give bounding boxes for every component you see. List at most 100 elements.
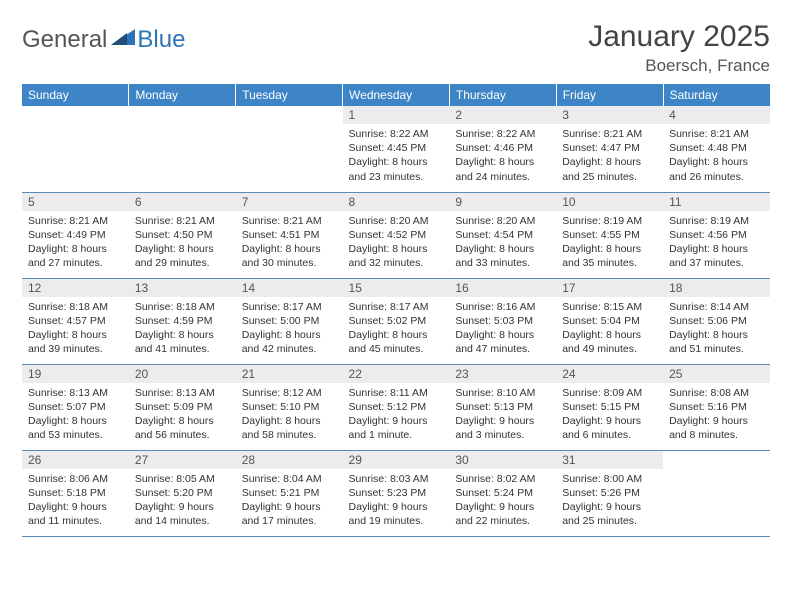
day-info-line: Sunset: 5:12 PM: [349, 400, 444, 414]
day-info-line: Sunrise: 8:03 AM: [349, 472, 444, 486]
calendar-day-cell: 27Sunrise: 8:05 AMSunset: 5:20 PMDayligh…: [129, 450, 236, 536]
day-info-line: Sunrise: 8:21 AM: [242, 214, 337, 228]
day-info-line: Sunset: 5:18 PM: [28, 486, 123, 500]
day-info-line: and 25 minutes.: [562, 514, 657, 528]
day-info-line: Daylight: 8 hours: [28, 242, 123, 256]
day-info-line: and 30 minutes.: [242, 256, 337, 270]
logo-text-general: General: [22, 26, 107, 54]
day-number: 29: [343, 451, 450, 469]
calendar-day-cell: 23Sunrise: 8:10 AMSunset: 5:13 PMDayligh…: [449, 364, 556, 450]
calendar-day-cell: [663, 450, 770, 536]
day-info: Sunrise: 8:19 AMSunset: 4:55 PMDaylight:…: [556, 211, 663, 275]
day-number: 27: [129, 451, 236, 469]
calendar-day-cell: 4Sunrise: 8:21 AMSunset: 4:48 PMDaylight…: [663, 106, 770, 192]
calendar-day-cell: 22Sunrise: 8:11 AMSunset: 5:12 PMDayligh…: [343, 364, 450, 450]
day-info: Sunrise: 8:13 AMSunset: 5:09 PMDaylight:…: [129, 383, 236, 447]
day-number: 13: [129, 279, 236, 297]
day-info-line: Sunrise: 8:20 AM: [455, 214, 550, 228]
day-info-line: Daylight: 8 hours: [242, 414, 337, 428]
day-info-line: Sunset: 5:23 PM: [349, 486, 444, 500]
day-info-line: Sunset: 5:04 PM: [562, 314, 657, 328]
day-info-line: Daylight: 8 hours: [349, 242, 444, 256]
day-info-line: Sunrise: 8:17 AM: [349, 300, 444, 314]
day-info-line: Sunrise: 8:16 AM: [455, 300, 550, 314]
day-info-line: Sunset: 5:06 PM: [669, 314, 764, 328]
day-info-line: Sunset: 5:26 PM: [562, 486, 657, 500]
day-info-line: Sunset: 4:52 PM: [349, 228, 444, 242]
title-block: January 2025 Boersch, France: [588, 20, 770, 76]
day-info: Sunrise: 8:18 AMSunset: 4:57 PMDaylight:…: [22, 297, 129, 361]
day-info: Sunrise: 8:20 AMSunset: 4:52 PMDaylight:…: [343, 211, 450, 275]
day-info-line: Daylight: 8 hours: [669, 328, 764, 342]
day-info-line: Sunset: 4:49 PM: [28, 228, 123, 242]
day-info-line: Sunrise: 8:18 AM: [28, 300, 123, 314]
day-number: 11: [663, 193, 770, 211]
weekday-header-row: SundayMondayTuesdayWednesdayThursdayFrid…: [22, 84, 770, 106]
calendar-day-cell: 5Sunrise: 8:21 AMSunset: 4:49 PMDaylight…: [22, 192, 129, 278]
calendar-table: SundayMondayTuesdayWednesdayThursdayFrid…: [22, 84, 770, 537]
day-info: Sunrise: 8:22 AMSunset: 4:46 PMDaylight:…: [449, 124, 556, 188]
calendar-day-cell: 29Sunrise: 8:03 AMSunset: 5:23 PMDayligh…: [343, 450, 450, 536]
day-info-line: and 19 minutes.: [349, 514, 444, 528]
day-info-line: Daylight: 9 hours: [562, 414, 657, 428]
day-number: 2: [449, 106, 556, 124]
day-info-line: Sunrise: 8:19 AM: [562, 214, 657, 228]
day-info-line: Daylight: 9 hours: [455, 500, 550, 514]
day-info: Sunrise: 8:21 AMSunset: 4:47 PMDaylight:…: [556, 124, 663, 188]
day-info-line: Sunset: 5:13 PM: [455, 400, 550, 414]
day-info-line: and 33 minutes.: [455, 256, 550, 270]
calendar-day-cell: 1Sunrise: 8:22 AMSunset: 4:45 PMDaylight…: [343, 106, 450, 192]
day-info-line: Daylight: 8 hours: [349, 328, 444, 342]
calendar-day-cell: 9Sunrise: 8:20 AMSunset: 4:54 PMDaylight…: [449, 192, 556, 278]
day-number: 16: [449, 279, 556, 297]
day-info: Sunrise: 8:16 AMSunset: 5:03 PMDaylight:…: [449, 297, 556, 361]
day-number: 8: [343, 193, 450, 211]
calendar-day-cell: 28Sunrise: 8:04 AMSunset: 5:21 PMDayligh…: [236, 450, 343, 536]
day-info: Sunrise: 8:09 AMSunset: 5:15 PMDaylight:…: [556, 383, 663, 447]
day-info-line: Daylight: 8 hours: [562, 155, 657, 169]
day-info-line: Sunset: 5:10 PM: [242, 400, 337, 414]
day-number: 28: [236, 451, 343, 469]
day-info-line: Sunrise: 8:10 AM: [455, 386, 550, 400]
day-info-line: Sunrise: 8:05 AM: [135, 472, 230, 486]
day-info-line: Sunset: 4:46 PM: [455, 141, 550, 155]
day-info-line: Daylight: 8 hours: [562, 328, 657, 342]
calendar-day-cell: 14Sunrise: 8:17 AMSunset: 5:00 PMDayligh…: [236, 278, 343, 364]
day-info-line: Sunset: 5:09 PM: [135, 400, 230, 414]
day-info-line: Daylight: 8 hours: [242, 242, 337, 256]
day-number: 17: [556, 279, 663, 297]
day-info-line: Sunrise: 8:21 AM: [28, 214, 123, 228]
day-number: 20: [129, 365, 236, 383]
day-info-line: Sunset: 4:57 PM: [28, 314, 123, 328]
day-info-line: Sunrise: 8:22 AM: [349, 127, 444, 141]
day-info-line: and 23 minutes.: [349, 170, 444, 184]
day-info-line: Sunrise: 8:21 AM: [669, 127, 764, 141]
day-info-line: Sunrise: 8:00 AM: [562, 472, 657, 486]
day-number: 14: [236, 279, 343, 297]
calendar-day-cell: 10Sunrise: 8:19 AMSunset: 4:55 PMDayligh…: [556, 192, 663, 278]
day-info-line: Sunrise: 8:22 AM: [455, 127, 550, 141]
day-info-line: Sunrise: 8:13 AM: [135, 386, 230, 400]
weekday-header: Sunday: [22, 84, 129, 106]
calendar-day-cell: 3Sunrise: 8:21 AMSunset: 4:47 PMDaylight…: [556, 106, 663, 192]
day-info-line: Sunrise: 8:21 AM: [562, 127, 657, 141]
calendar-day-cell: 17Sunrise: 8:15 AMSunset: 5:04 PMDayligh…: [556, 278, 663, 364]
day-number: 21: [236, 365, 343, 383]
day-number: 24: [556, 365, 663, 383]
day-info-line: and 39 minutes.: [28, 342, 123, 356]
day-info-line: and 11 minutes.: [28, 514, 123, 528]
day-info-line: Sunrise: 8:13 AM: [28, 386, 123, 400]
day-info-line: and 22 minutes.: [455, 514, 550, 528]
day-info-line: Daylight: 8 hours: [349, 155, 444, 169]
day-info: Sunrise: 8:19 AMSunset: 4:56 PMDaylight:…: [663, 211, 770, 275]
day-info-line: Sunrise: 8:09 AM: [562, 386, 657, 400]
day-info-line: and 58 minutes.: [242, 428, 337, 442]
day-info: Sunrise: 8:11 AMSunset: 5:12 PMDaylight:…: [343, 383, 450, 447]
day-number: 6: [129, 193, 236, 211]
day-info-line: and 49 minutes.: [562, 342, 657, 356]
day-info-line: and 53 minutes.: [28, 428, 123, 442]
day-info-line: Daylight: 8 hours: [135, 242, 230, 256]
day-info-line: Sunrise: 8:04 AM: [242, 472, 337, 486]
day-info-line: and 1 minute.: [349, 428, 444, 442]
calendar-day-cell: 20Sunrise: 8:13 AMSunset: 5:09 PMDayligh…: [129, 364, 236, 450]
